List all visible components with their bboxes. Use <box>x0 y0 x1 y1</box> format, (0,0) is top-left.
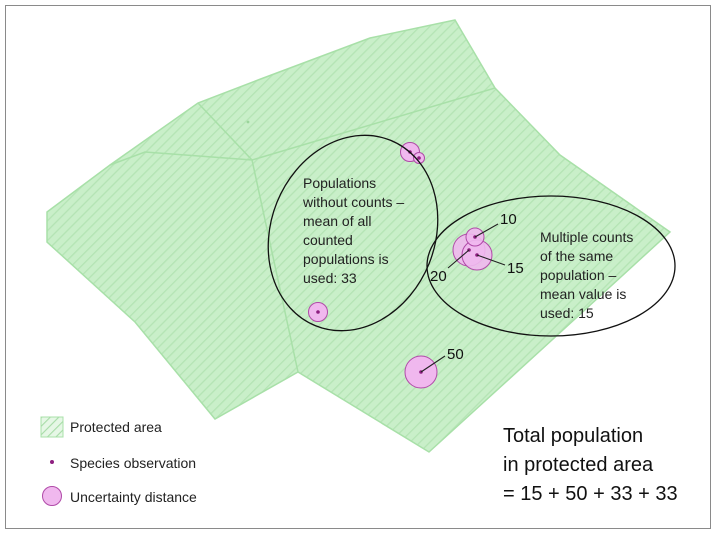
annotation-without-counts: Populations without counts – mean of all… <box>302 175 408 286</box>
count-leaders <box>420 223 506 373</box>
leader-line-50 <box>420 355 446 373</box>
total-population: Total population in protected area = 15 … <box>503 425 678 505</box>
area-speck <box>246 120 250 124</box>
total-line-1: Total population <box>503 425 643 447</box>
leader-line-10 <box>474 223 499 238</box>
legend-dot-icon <box>50 460 54 464</box>
count-label-20: 20 <box>430 268 447 285</box>
count-label-10: 10 <box>500 211 517 228</box>
leader-line-15 <box>476 254 506 266</box>
legend-label-uncertainty-distance: Uncertainty distance <box>70 489 197 505</box>
count-label-50: 50 <box>447 346 464 363</box>
group-ellipse-multiple-counts <box>426 195 676 337</box>
total-line-3: = 15 + 50 + 33 + 33 <box>503 483 678 505</box>
protected-area-polygon <box>46 19 672 453</box>
group-ellipse-without-counts <box>267 134 439 332</box>
legend: Protected area Species observation Uncer… <box>40 416 197 506</box>
total-line-2: in protected area <box>503 454 654 476</box>
figure-frame <box>5 5 711 529</box>
legend-label-protected-area: Protected area <box>70 419 162 435</box>
legend-swatch-protected-area <box>40 416 64 438</box>
internal-boundary <box>109 151 299 373</box>
count-label-15: 15 <box>507 260 524 277</box>
legend-circle-icon <box>42 486 62 506</box>
protected-area <box>46 19 672 453</box>
leader-line-20 <box>447 249 470 269</box>
internal-boundary <box>197 87 496 161</box>
observation-dot <box>316 310 320 314</box>
annotation-multiple-counts: Multiple counts of the same population –… <box>540 229 637 321</box>
legend-label-species-observation: Species observation <box>70 455 196 471</box>
observation-dot <box>417 156 421 160</box>
